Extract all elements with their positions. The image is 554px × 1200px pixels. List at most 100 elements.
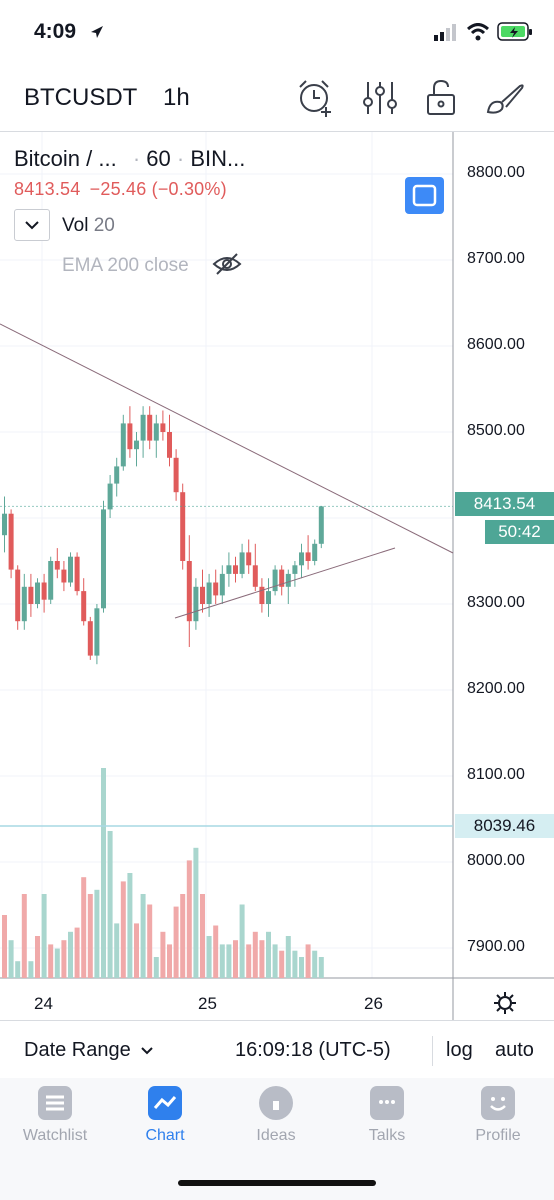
volume-bar [272, 944, 278, 978]
volume-bar [114, 923, 120, 978]
tab-label: Talks [368, 1127, 406, 1144]
collapse-legend-button[interactable] [14, 209, 50, 241]
candle-body [292, 565, 298, 574]
volume-bar [94, 889, 100, 978]
volume-bar [134, 923, 139, 978]
candle-body [233, 565, 238, 574]
candle-body [239, 552, 245, 574]
legend-title[interactable]: Bitcoin / ... · 60 · BIN... [14, 146, 246, 171]
volume-bar [233, 940, 238, 978]
candle-body [120, 423, 126, 467]
volume-bar [279, 950, 285, 978]
current-price-value: 8413.54 [473, 494, 536, 513]
candle-body [107, 483, 113, 510]
interval-button[interactable]: 1h [163, 84, 190, 111]
candle-body [173, 457, 179, 493]
candle-body [285, 573, 291, 587]
volume-bar [312, 950, 318, 978]
volume-bar [140, 894, 146, 978]
volume-bar [239, 904, 245, 978]
volume-bar [81, 877, 87, 978]
candle-body [318, 506, 324, 544]
tab-profile[interactable]: Profile [453, 1086, 543, 1145]
price-axis-label: 8000.00 [467, 852, 525, 869]
candle-body [299, 552, 304, 566]
legend-change: −25.46 [89, 179, 147, 199]
price-axis-label: 8300.00 [467, 594, 525, 611]
candle-body [213, 582, 219, 596]
candle-body [94, 608, 100, 656]
price-axis-label: 8800.00 [467, 164, 525, 181]
ema-indicator-label[interactable]: EMA 200 close [62, 255, 189, 276]
volume-bar [167, 944, 172, 978]
volume-bar [299, 957, 304, 978]
price-axis-label: 8100.00 [467, 766, 525, 783]
candle-body [54, 561, 60, 570]
volume-bar [200, 894, 205, 978]
volume-bar [127, 873, 133, 978]
chart-bottom-divider [0, 1020, 554, 1021]
candle-body [279, 569, 285, 587]
status-time: 4:09 [34, 20, 77, 43]
alarm-add-icon[interactable] [296, 78, 336, 118]
candle-body [153, 423, 159, 441]
volume-bar [318, 957, 324, 978]
candle-body [226, 565, 232, 574]
volume-bar [8, 940, 14, 978]
volume-bar [266, 931, 271, 978]
brush-icon[interactable] [486, 78, 526, 118]
tab-talks[interactable]: Talks [342, 1086, 432, 1145]
volume-indicator-label[interactable]: Vol 20 [62, 215, 115, 237]
volume-bar [226, 944, 232, 978]
log-scale-button[interactable]: log [446, 1039, 473, 1061]
chart-settings-gear-icon[interactable] [492, 990, 518, 1016]
candle-body [28, 586, 34, 604]
location-arrow-icon [91, 26, 103, 38]
volume-bar [180, 894, 186, 978]
legend-symbol-name: Bitcoin / ... [14, 146, 117, 171]
candle-body [35, 582, 40, 604]
price-axis-label: 8600.00 [467, 336, 525, 353]
volume-bar [259, 940, 265, 978]
candle-body [2, 513, 7, 536]
signal-icon [434, 24, 456, 41]
trendline-lower [174, 547, 396, 619]
candle-body [127, 423, 133, 450]
tab-watchlist[interactable]: Watchlist [10, 1086, 100, 1145]
volume-bar [173, 906, 179, 978]
volume-bar [15, 961, 21, 978]
tab-label: Chart [145, 1127, 185, 1144]
tab-chart[interactable]: Chart [120, 1086, 210, 1145]
unlock-icon[interactable] [422, 78, 462, 118]
candle-body [21, 586, 27, 622]
list-icon [38, 1086, 72, 1120]
fullscreen-button[interactable] [405, 177, 444, 214]
candle-body [305, 552, 311, 561]
settings-sliders-icon[interactable] [360, 78, 400, 118]
eye-hidden-icon[interactable] [212, 252, 242, 276]
countdown-tag: 50:42 [485, 520, 554, 544]
chevron-down-small-icon [141, 1047, 154, 1055]
candle-body [101, 509, 106, 609]
date-range-label: Date Range [24, 1039, 131, 1061]
auto-scale-button[interactable]: auto [495, 1039, 534, 1061]
volume-bar [305, 944, 311, 978]
line-price-tag: 8039.46 [455, 814, 554, 838]
symbol-button[interactable]: BTCUSDT [24, 84, 138, 111]
price-chart[interactable] [0, 132, 554, 1020]
volume-bar [35, 936, 40, 978]
volume-bar [87, 894, 93, 978]
tab-ideas[interactable]: Ideas [231, 1086, 321, 1145]
trendline-upper [0, 323, 454, 554]
candle-body [160, 423, 166, 432]
candle-body [114, 466, 120, 484]
volume-bar [101, 768, 106, 978]
date-label-25: 25 [198, 994, 217, 1013]
date-range-button[interactable]: Date Range [24, 1039, 154, 1062]
candle-body [193, 586, 199, 622]
volume-bar [107, 831, 113, 978]
volume-bar [2, 915, 7, 978]
volume-bar [186, 860, 192, 978]
lightbulb-icon [259, 1086, 293, 1120]
timezone-clock[interactable]: 16:09:18 (UTC-5) [235, 1039, 391, 1061]
